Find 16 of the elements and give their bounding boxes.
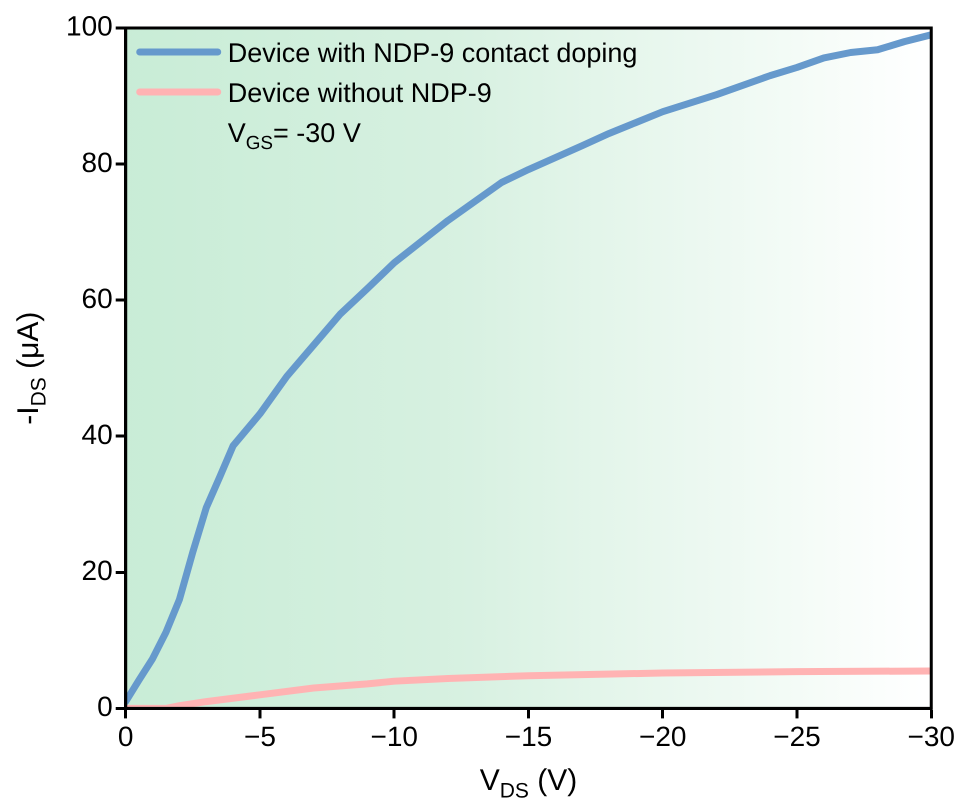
y-axis-title: -IDS (μA) [12,312,50,425]
x-tick-label: −10 [370,720,418,752]
x-tick-label: −30 [908,720,955,752]
x-tick-label: −15 [504,720,552,752]
y-tick-label: 0 [97,691,113,722]
x-tick-label: −20 [638,720,686,752]
y-tick-label: 20 [82,555,113,586]
y-tick-label: 80 [82,146,113,178]
y-tick-label: 100 [66,10,113,42]
x-tick-label: −5 [244,720,276,752]
y-tick-label: 40 [82,418,113,450]
legend-label: Device without NDP-9 [228,78,492,108]
legend-label: Device with NDP-9 contact doping [228,38,638,68]
y-tick-label: 60 [82,282,113,314]
x-tick-label: −25 [773,720,821,752]
x-tick-label: 0 [118,720,134,752]
